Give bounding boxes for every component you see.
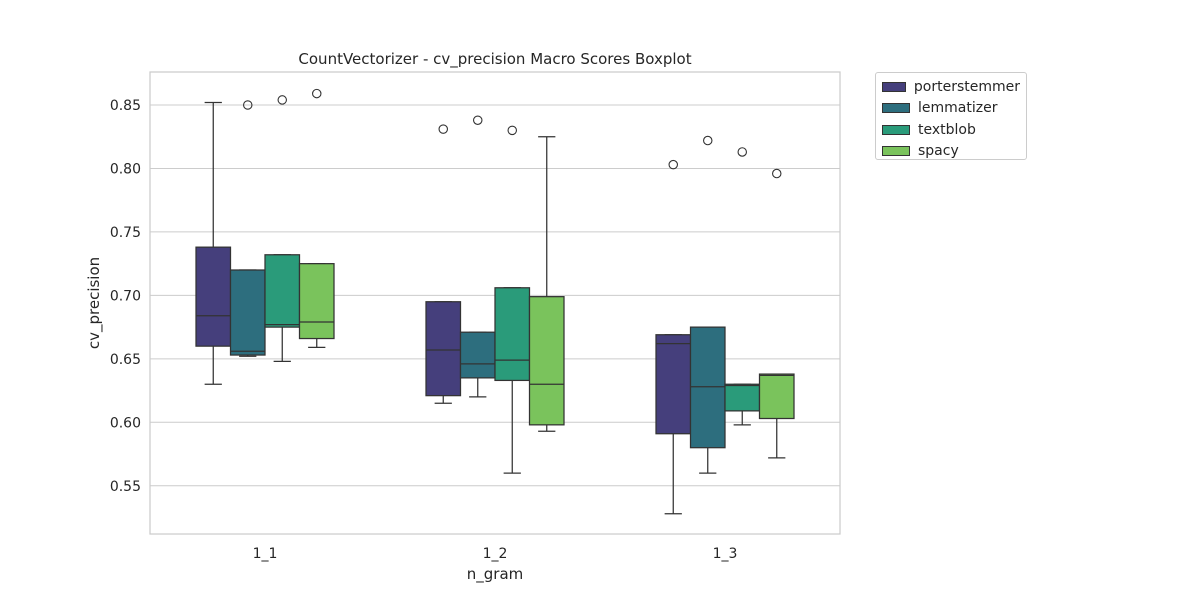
- legend-swatch-spacy: [882, 146, 910, 157]
- y-tick-label: 0.70: [110, 288, 141, 304]
- box-iqr: [724, 383, 761, 412]
- legend-item-lemmatizer: lemmatizer: [882, 98, 1020, 120]
- box-iqr: [459, 331, 496, 379]
- box-iqr: [195, 246, 232, 347]
- box-spacy-1_3: [758, 168, 795, 459]
- outlier-point: [668, 159, 678, 170]
- box-iqr: [494, 287, 531, 382]
- outlier-point: [507, 125, 517, 136]
- y-tick-label: 0.55: [110, 479, 141, 495]
- box-porterstemmer-1_1: [195, 101, 232, 385]
- legend: porterstemmer lemmatizer textblob spacy: [875, 72, 1027, 160]
- outlier-point: [472, 115, 483, 125]
- outlier-point: [438, 124, 448, 134]
- box-textblob-1_3: [724, 147, 761, 426]
- legend-label-porterstemmer: porterstemmer: [913, 78, 1020, 95]
- y-tick-label: 0.60: [110, 415, 141, 431]
- legend-item-porterstemmer: porterstemmer: [882, 76, 1020, 98]
- y-tick-label: 0.75: [110, 225, 141, 241]
- box-lemmatizer-1_3: [689, 135, 726, 474]
- outlier-point: [737, 147, 747, 157]
- y-axis-label: cv_precision: [85, 257, 104, 349]
- outlier-point: [243, 100, 253, 110]
- legend-label-spacy: spacy: [918, 143, 959, 160]
- legend-item-textblob: textblob: [882, 119, 1020, 141]
- box-iqr: [758, 373, 795, 420]
- legend-label-lemmatizer: lemmatizer: [918, 100, 998, 117]
- box-textblob-1_1: [264, 95, 301, 363]
- y-tick-label: 0.85: [110, 98, 141, 114]
- box-iqr: [229, 269, 266, 356]
- box-lemmatizer-1_1: [229, 100, 266, 357]
- box-iqr: [689, 326, 726, 449]
- chart-title: CountVectorizer - cv_precision Macro Sco…: [298, 50, 691, 69]
- box-spacy-1_1: [298, 88, 335, 349]
- y-tick-label: 0.80: [110, 161, 141, 177]
- box-iqr: [298, 263, 335, 340]
- legend-swatch-textblob: [882, 124, 910, 135]
- x-axis-label: n_gram: [467, 565, 524, 584]
- plot-frame: [149, 71, 841, 535]
- legend-swatch-porterstemmer: [882, 81, 906, 92]
- box-porterstemmer-1_2: [425, 124, 462, 404]
- box-porterstemmer-1_3: [655, 159, 692, 515]
- outlier-point: [311, 88, 322, 99]
- legend-item-spacy: spacy: [882, 141, 1020, 163]
- legend-swatch-lemmatizer: [882, 103, 910, 114]
- box-iqr: [264, 254, 301, 328]
- outlier-point: [277, 95, 287, 105]
- outlier-point: [702, 135, 713, 146]
- outlier-point: [771, 168, 782, 179]
- box-iqr: [425, 301, 462, 397]
- box-lemmatizer-1_2: [459, 115, 496, 398]
- y-tick-label: 0.65: [110, 352, 141, 368]
- box-iqr: [528, 296, 565, 426]
- x-tick-label: 1_3: [713, 546, 738, 562]
- legend-label-textblob: textblob: [918, 121, 976, 138]
- x-tick-label: 1_2: [483, 546, 508, 562]
- box-textblob-1_2: [494, 125, 531, 474]
- x-tick-label: 1_1: [253, 546, 278, 562]
- box-iqr: [655, 334, 692, 435]
- box-spacy-1_2: [528, 136, 565, 432]
